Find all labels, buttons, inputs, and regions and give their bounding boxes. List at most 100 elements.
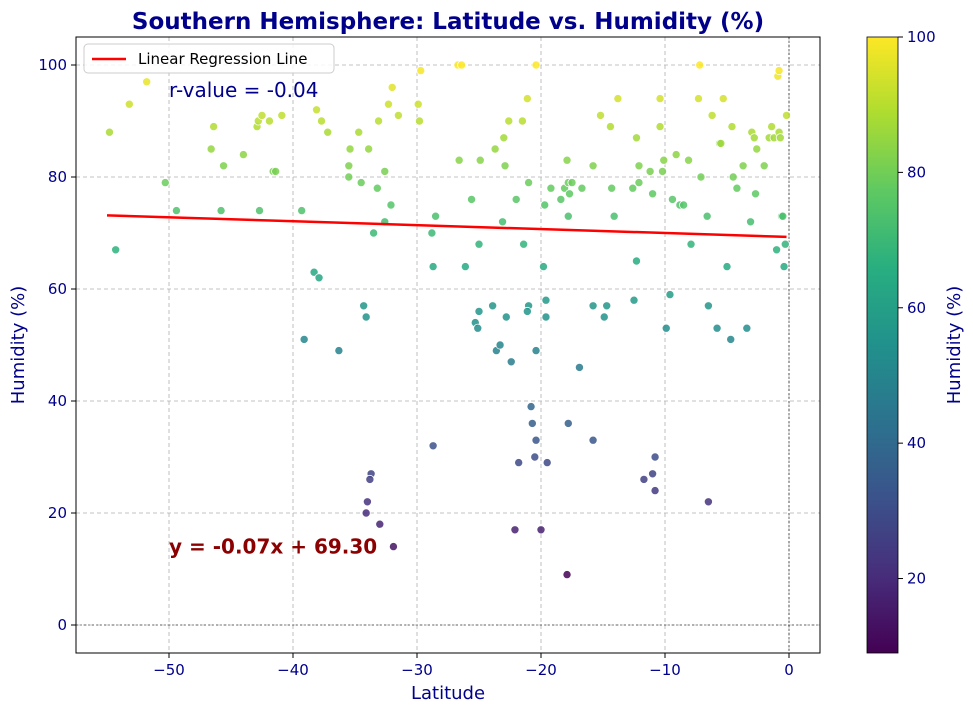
data-point [362,497,372,507]
data-point [454,155,464,165]
data-point [457,60,467,70]
regression-line [106,214,787,239]
data-point [541,312,551,322]
chart-title: Southern Hemisphere: Latitude vs. Humidi… [132,9,764,35]
grid [76,37,820,653]
data-point [772,245,782,255]
data-point [562,155,572,165]
data-point [255,206,265,216]
data-point [779,262,789,272]
data-point [488,301,498,311]
data-point [111,245,121,255]
regression-line-group [106,214,787,239]
data-point [613,94,623,104]
data-point [124,99,134,109]
data-point [751,189,761,199]
data-point [599,312,609,322]
data-point [309,267,319,277]
data-point [206,144,216,154]
data-point [631,256,641,266]
r-value-annotation: r-value = -0.04 [169,78,318,102]
colorbar-ticks: 20 40 60 80 100 [898,28,936,588]
data-point [473,323,483,333]
data-point [216,206,226,216]
data-point [428,441,438,451]
data-point [726,334,736,344]
data-point [759,161,769,171]
colorbar-tick-label: 20 [907,570,926,588]
data-point [716,138,726,148]
data-point [639,474,649,484]
data-point [536,525,546,535]
data-point [510,525,520,535]
data-point [655,94,665,104]
data-point [526,402,536,412]
data-point [519,239,529,249]
data-point [562,570,572,580]
data-point [738,161,748,171]
data-point [413,99,423,109]
data-point [556,194,566,204]
data-point [602,301,612,311]
data-point [563,211,573,221]
data-point [629,295,639,305]
data-point [467,194,477,204]
data-point [490,144,500,154]
data-point [527,418,537,428]
data-point [607,183,617,193]
data-point [596,110,606,120]
data-point [541,295,551,305]
x-tick-label: −10 [649,661,681,679]
data-point [684,155,694,165]
data-point [361,312,371,322]
data-point [511,194,521,204]
data-point [460,262,470,272]
data-point [531,346,541,356]
data-point [160,178,170,188]
data-point [742,323,752,333]
data-point [142,77,152,87]
data-point [264,116,274,126]
data-point [344,172,354,182]
data-point [749,133,759,143]
data-point [522,306,532,316]
data-point [782,110,792,120]
data-point [722,262,732,272]
data-point [517,116,527,126]
data-point [414,116,424,126]
y-tick-label: 0 [57,616,67,634]
data-point [634,161,644,171]
data-point [693,94,703,104]
data-point [372,183,382,193]
x-axis-label: Latitude [411,683,485,704]
x-tick-label: −20 [525,661,557,679]
data-point [514,458,524,468]
data-point [645,166,655,176]
colorbar-tick-label: 60 [907,299,926,317]
data-point [271,166,281,176]
data-point [538,262,548,272]
plot-frame [75,36,821,654]
data-point [359,301,369,311]
data-point [354,127,364,137]
data-point [312,105,322,115]
data-point [506,357,516,367]
data-point [563,418,573,428]
data-point [679,200,689,210]
data-point [703,497,713,507]
data-point [531,435,541,445]
data-point [257,110,267,120]
data-point [393,110,403,120]
y-tick-label: 40 [48,392,67,410]
data-point [431,211,441,221]
data-point [427,228,437,238]
data-point [365,474,375,484]
data-point [474,306,484,316]
data-point [277,110,287,120]
data-point [767,122,777,132]
data-point [299,334,309,344]
data-point [661,323,671,333]
data-point [542,458,552,468]
legend-box [83,43,335,74]
